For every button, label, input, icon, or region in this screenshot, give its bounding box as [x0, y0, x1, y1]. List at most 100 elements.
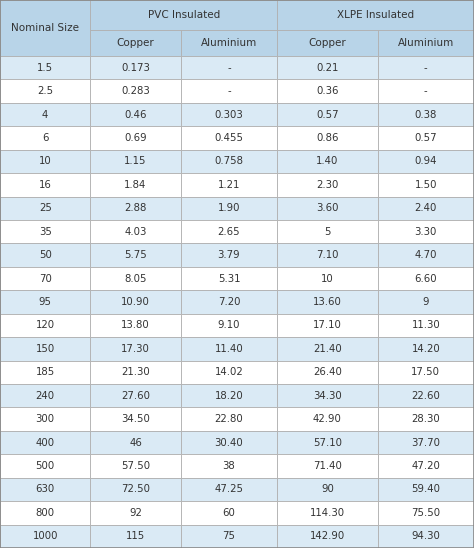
Text: 50: 50 — [39, 250, 52, 260]
Text: 71.40: 71.40 — [313, 461, 342, 471]
Bar — [91, 407, 181, 431]
Text: 37.70: 37.70 — [411, 437, 440, 448]
Bar — [91, 126, 181, 150]
Bar — [378, 361, 474, 384]
Bar — [91, 150, 181, 173]
Bar — [277, 126, 378, 150]
Text: 6.60: 6.60 — [414, 273, 437, 283]
Text: 0.21: 0.21 — [316, 62, 338, 73]
Text: 13.60: 13.60 — [313, 297, 342, 307]
Bar — [0, 431, 91, 454]
Bar — [378, 267, 474, 290]
Text: 22.80: 22.80 — [215, 414, 243, 424]
Text: 47.20: 47.20 — [411, 461, 440, 471]
Text: 2.65: 2.65 — [218, 227, 240, 237]
Text: 0.94: 0.94 — [415, 156, 437, 167]
Text: Copper: Copper — [117, 38, 155, 48]
Bar — [0, 524, 91, 548]
Text: 240: 240 — [36, 391, 55, 401]
Bar — [91, 501, 181, 524]
Bar — [0, 290, 91, 313]
Text: 57.10: 57.10 — [313, 437, 342, 448]
Text: 300: 300 — [36, 414, 55, 424]
Text: 2.88: 2.88 — [124, 203, 147, 213]
Text: 34.50: 34.50 — [121, 414, 150, 424]
Text: 46: 46 — [129, 437, 142, 448]
Bar — [91, 431, 181, 454]
Bar — [181, 361, 277, 384]
Text: 14.20: 14.20 — [411, 344, 440, 354]
Bar — [91, 313, 181, 337]
Bar — [277, 384, 378, 407]
Bar — [277, 501, 378, 524]
Bar — [91, 290, 181, 313]
Bar — [0, 220, 91, 243]
Text: 4.03: 4.03 — [124, 227, 147, 237]
Text: 2.5: 2.5 — [37, 86, 53, 96]
Bar — [277, 150, 378, 173]
Bar — [378, 384, 474, 407]
Bar — [181, 478, 277, 501]
Text: 17.10: 17.10 — [313, 321, 342, 330]
Text: 115: 115 — [126, 531, 145, 541]
Text: 4: 4 — [42, 110, 48, 119]
Bar — [91, 197, 181, 220]
Bar — [91, 103, 181, 126]
Text: 0.69: 0.69 — [124, 133, 147, 143]
Text: 3.79: 3.79 — [218, 250, 240, 260]
Bar — [91, 79, 181, 103]
Bar — [181, 220, 277, 243]
Bar — [378, 243, 474, 267]
Bar — [277, 30, 378, 56]
Bar — [0, 126, 91, 150]
Text: 185: 185 — [36, 367, 55, 377]
Bar — [378, 454, 474, 478]
Bar — [181, 173, 277, 197]
Bar — [378, 126, 474, 150]
Bar — [0, 150, 91, 173]
Bar — [181, 79, 277, 103]
Text: 0.57: 0.57 — [414, 133, 437, 143]
Text: 75.50: 75.50 — [411, 508, 440, 518]
Bar — [277, 431, 378, 454]
Text: XLPE Insulated: XLPE Insulated — [337, 10, 414, 20]
Text: 42.90: 42.90 — [313, 414, 342, 424]
Text: 13.80: 13.80 — [121, 321, 150, 330]
Bar — [378, 197, 474, 220]
Text: 90: 90 — [321, 484, 334, 494]
Bar — [181, 501, 277, 524]
Bar — [181, 337, 277, 361]
Text: 7.20: 7.20 — [218, 297, 240, 307]
Text: 7.10: 7.10 — [316, 250, 338, 260]
Text: 5: 5 — [324, 227, 331, 237]
Bar — [277, 361, 378, 384]
Bar — [91, 361, 181, 384]
Text: 1.15: 1.15 — [124, 156, 147, 167]
Bar — [181, 290, 277, 313]
Bar — [277, 478, 378, 501]
Text: 21.40: 21.40 — [313, 344, 342, 354]
Bar — [181, 126, 277, 150]
Bar — [378, 56, 474, 79]
Text: 0.57: 0.57 — [316, 110, 339, 119]
Text: 70: 70 — [39, 273, 52, 283]
Text: 75: 75 — [222, 531, 236, 541]
Bar — [0, 56, 91, 79]
Text: 21.30: 21.30 — [121, 367, 150, 377]
Bar — [277, 197, 378, 220]
Text: 10: 10 — [39, 156, 52, 167]
Text: -: - — [424, 62, 428, 73]
Bar — [181, 454, 277, 478]
Text: 10: 10 — [321, 273, 334, 283]
Text: 0.283: 0.283 — [121, 86, 150, 96]
Text: 0.38: 0.38 — [415, 110, 437, 119]
Bar — [181, 313, 277, 337]
Text: 2.30: 2.30 — [316, 180, 338, 190]
Bar — [378, 501, 474, 524]
Text: 10.90: 10.90 — [121, 297, 150, 307]
Text: 11.40: 11.40 — [215, 344, 243, 354]
Bar — [91, 384, 181, 407]
Text: 1.5: 1.5 — [37, 62, 53, 73]
Bar — [378, 220, 474, 243]
Text: 0.455: 0.455 — [214, 133, 244, 143]
